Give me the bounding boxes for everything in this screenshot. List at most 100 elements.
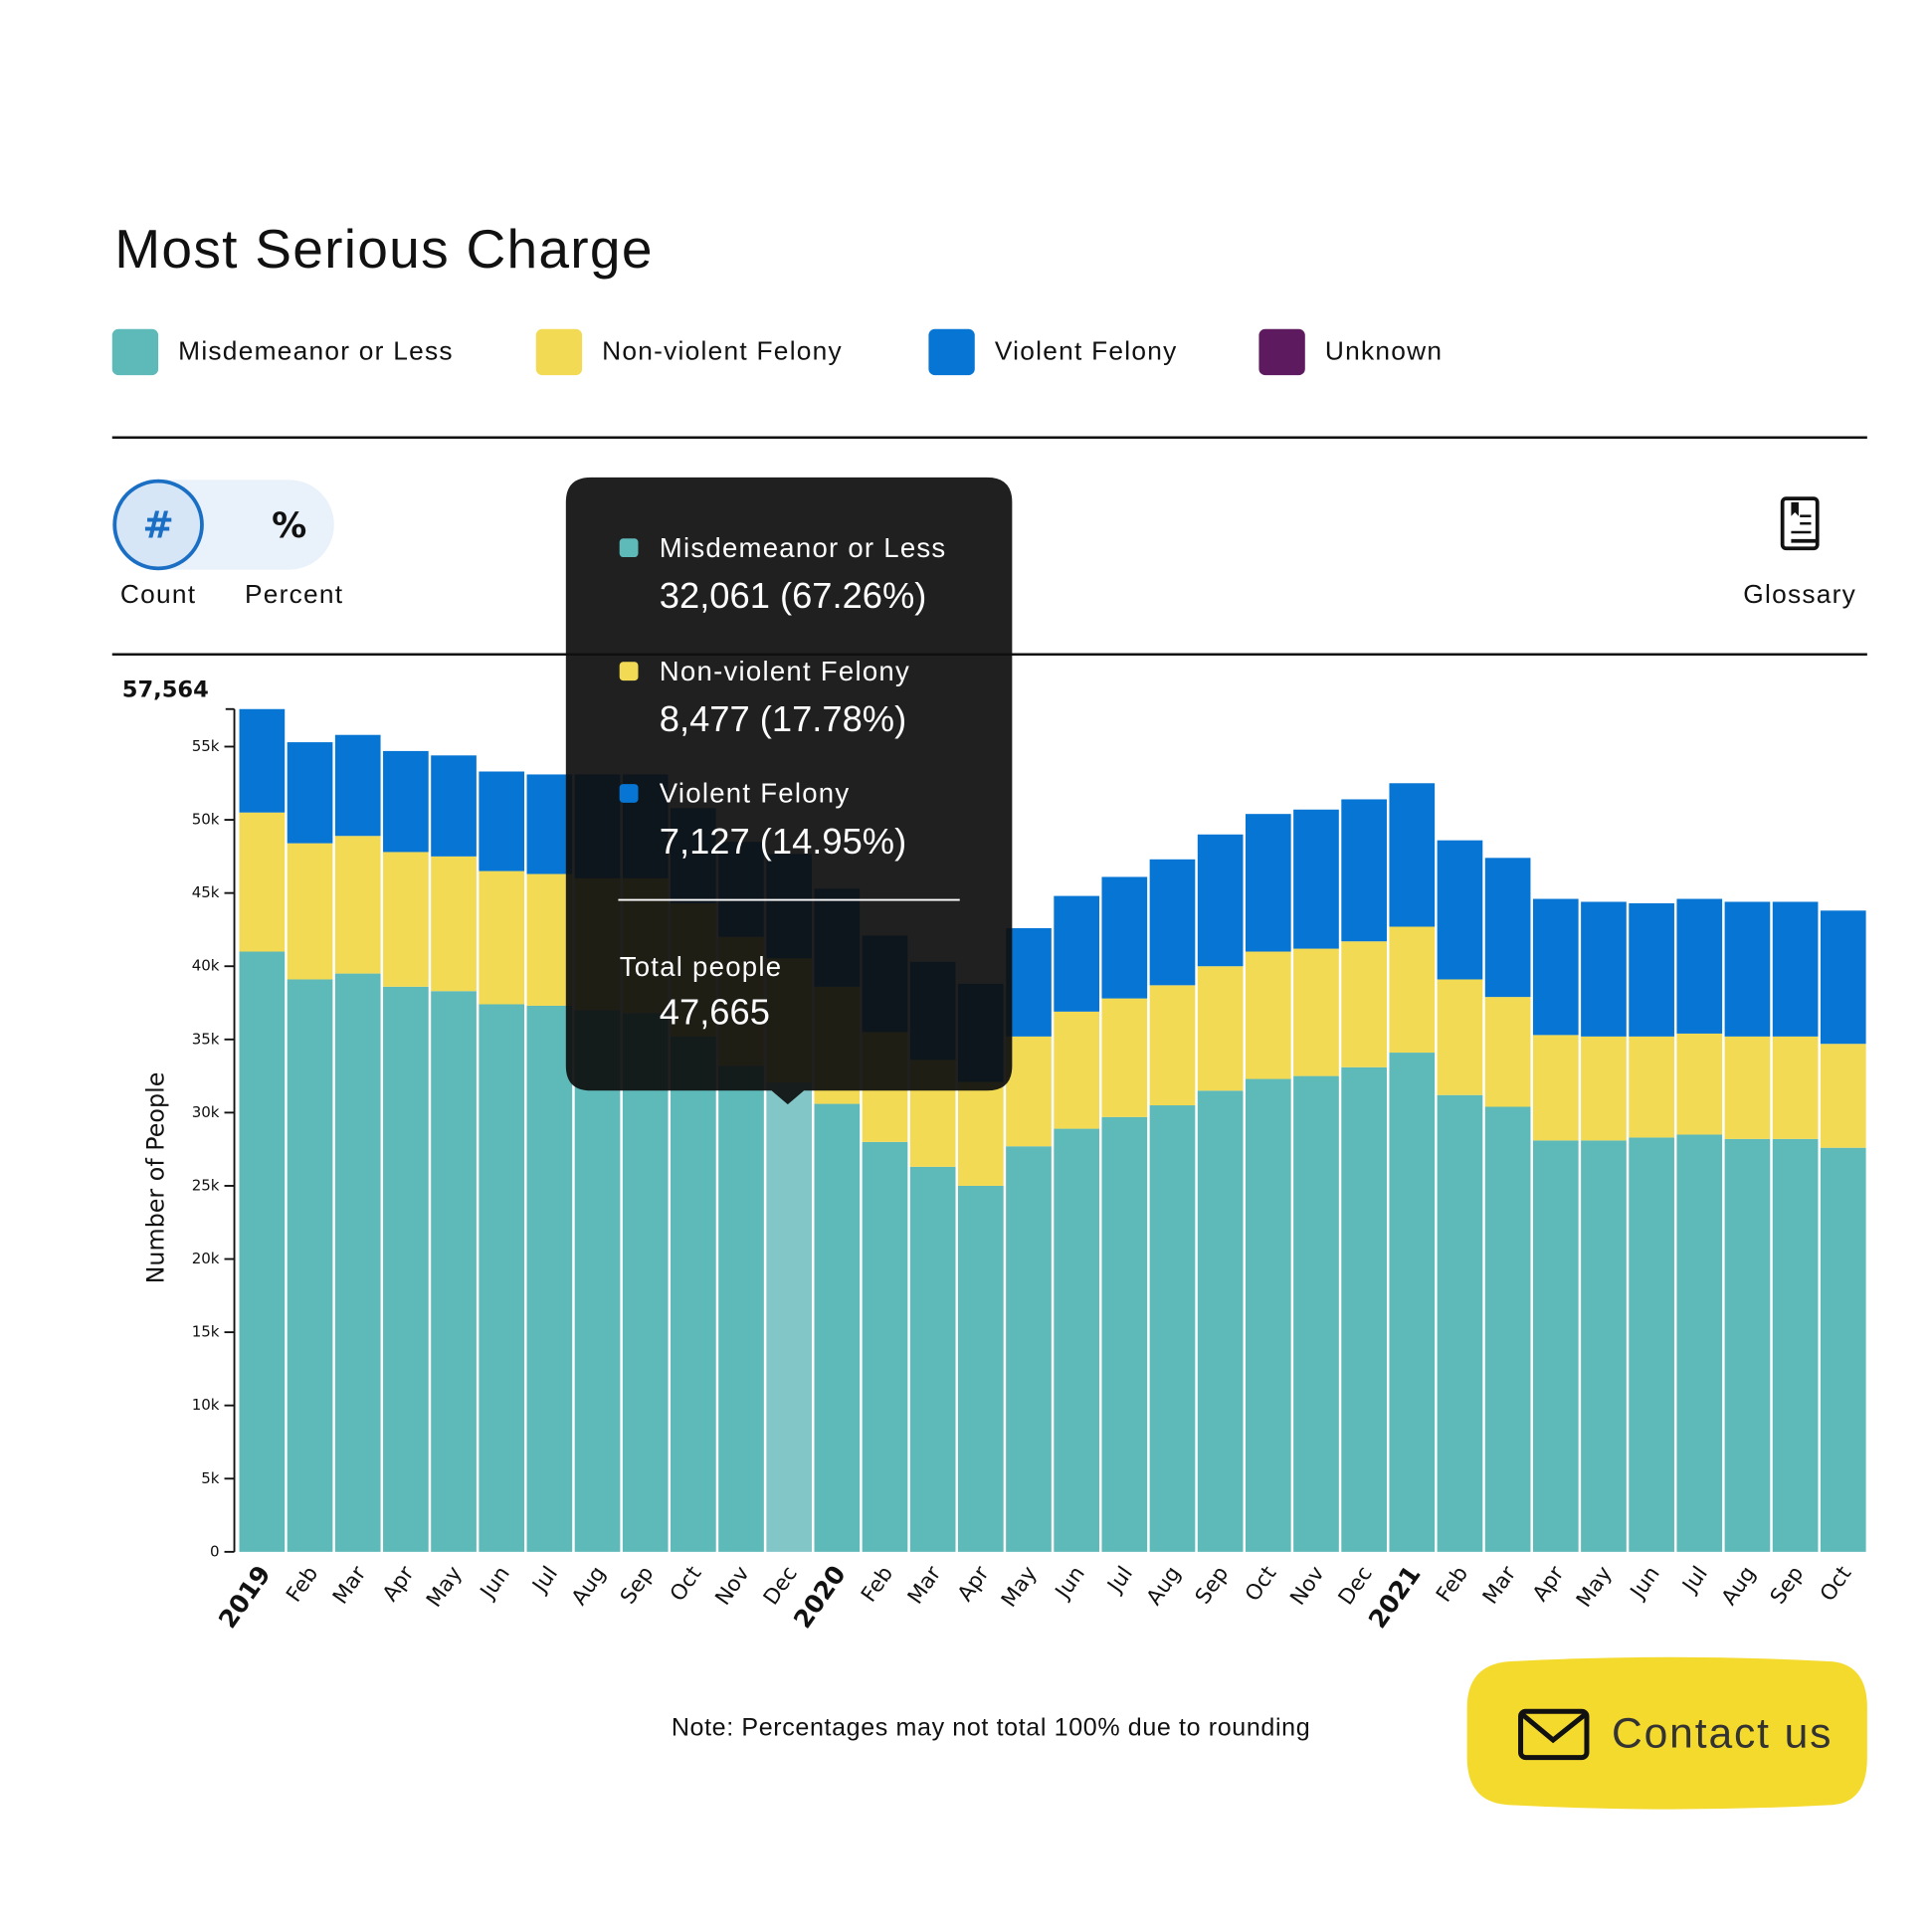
glossary-label[interactable]: Glossary bbox=[1743, 579, 1856, 609]
bar-segment bbox=[1629, 1036, 1674, 1138]
tooltip-series-name: Non-violent Felony bbox=[660, 656, 910, 686]
bar-segment bbox=[1629, 1137, 1674, 1552]
bar-segment bbox=[479, 771, 525, 871]
bar-segment bbox=[1101, 998, 1148, 1117]
bar-segment bbox=[1341, 1066, 1387, 1552]
bar-segment bbox=[287, 742, 333, 844]
bar-segment bbox=[1484, 997, 1531, 1107]
y-tick-label: 0 bbox=[210, 1542, 220, 1560]
bar-segment bbox=[1676, 898, 1723, 1034]
tooltip-value: 7,127 (14.95%) bbox=[660, 821, 906, 862]
plot: 05k10k15k20k25k30k35k40k45k50k55k57,5642… bbox=[122, 676, 1866, 1634]
legend-label: Non-violent Felony bbox=[602, 336, 843, 366]
bar-segment bbox=[479, 1004, 525, 1552]
bar-segment bbox=[1532, 1140, 1579, 1552]
bar-segment bbox=[1389, 926, 1436, 1054]
y-axis-label: Number of People bbox=[141, 1072, 169, 1284]
bar-segment bbox=[1581, 1140, 1627, 1552]
legend-swatch bbox=[928, 328, 975, 376]
mail-icon[interactable] bbox=[1518, 1708, 1590, 1761]
bar-segment bbox=[1437, 1094, 1483, 1552]
y-tick-label: 15k bbox=[192, 1323, 220, 1341]
bar-segment bbox=[958, 1081, 1004, 1186]
y-tick-label: 30k bbox=[192, 1103, 220, 1121]
y-tick-label: 10k bbox=[192, 1396, 220, 1414]
bar-segment bbox=[287, 979, 333, 1552]
bar-segment bbox=[1581, 901, 1627, 1037]
y-max-label: 57,564 bbox=[122, 676, 209, 702]
bar-segment bbox=[1197, 1090, 1244, 1552]
bar-segment bbox=[671, 1036, 716, 1552]
tooltip-total: 47,665 bbox=[660, 991, 770, 1032]
bar-segment bbox=[383, 986, 429, 1552]
contact-label[interactable]: Contact us bbox=[1612, 1710, 1833, 1758]
mail-icon-flap[interactable] bbox=[1521, 1713, 1587, 1744]
bar-segment bbox=[1101, 876, 1148, 999]
bar-segment bbox=[1054, 1011, 1099, 1129]
bar-segment bbox=[1532, 898, 1579, 1036]
tooltip-swatch bbox=[619, 784, 639, 803]
bar-segment bbox=[1149, 859, 1196, 986]
bar-segment bbox=[526, 873, 573, 1006]
y-tick-label: 50k bbox=[192, 811, 220, 829]
bar-segment bbox=[239, 708, 286, 813]
tooltip-swatch bbox=[619, 538, 639, 558]
percent-symbol[interactable]: % bbox=[272, 505, 306, 546]
bar-segment bbox=[1820, 910, 1866, 1045]
tooltip-total-label: Total people bbox=[620, 951, 783, 982]
count-toggle[interactable] bbox=[112, 479, 204, 571]
bar-segment bbox=[1341, 941, 1387, 1067]
bar-segment bbox=[1629, 902, 1674, 1037]
bar-segment bbox=[1437, 840, 1483, 980]
bar-segment bbox=[1772, 1138, 1819, 1552]
y-tick-label: 55k bbox=[192, 737, 220, 755]
bar-segment bbox=[1054, 895, 1099, 1012]
glossary-icon[interactable] bbox=[1780, 496, 1820, 551]
bar-segment bbox=[574, 1010, 621, 1552]
percent-label[interactable]: Percent bbox=[245, 579, 343, 609]
bar-segment bbox=[1245, 1078, 1291, 1552]
bar-segment bbox=[431, 991, 477, 1552]
bar-segment bbox=[1676, 1134, 1723, 1552]
count-symbol[interactable]: # bbox=[142, 502, 174, 546]
bar-segment bbox=[1197, 966, 1244, 1091]
bar-segment bbox=[1054, 1128, 1099, 1552]
bar-segment bbox=[1389, 1053, 1436, 1552]
bar-segment bbox=[1006, 927, 1052, 1037]
bar-segment bbox=[1724, 1138, 1771, 1552]
bar-segment bbox=[239, 951, 286, 1552]
y-tick-label: 5k bbox=[201, 1469, 220, 1487]
bar-segment bbox=[1581, 1036, 1627, 1141]
bar-segment bbox=[1006, 1036, 1052, 1147]
bar-segment bbox=[239, 812, 286, 952]
bar-segment bbox=[1676, 1033, 1723, 1135]
legend-swatch bbox=[535, 328, 583, 376]
bar-segment bbox=[1772, 901, 1819, 1037]
tooltip-swatch bbox=[619, 662, 639, 681]
bar-segment bbox=[1293, 948, 1339, 1076]
bar-segment bbox=[622, 1013, 669, 1552]
bar-segment bbox=[766, 1082, 813, 1552]
bar-segment bbox=[1820, 1147, 1866, 1552]
contact-button[interactable] bbox=[1466, 1656, 1867, 1810]
bar-segment bbox=[1820, 1044, 1866, 1148]
bar-segment bbox=[334, 973, 381, 1552]
count-label[interactable]: Count bbox=[120, 579, 196, 609]
bar-segment bbox=[1006, 1146, 1052, 1552]
bar-segment bbox=[1484, 1106, 1531, 1552]
bar-segment bbox=[383, 852, 429, 987]
y-tick-label: 40k bbox=[192, 957, 220, 975]
bar-segment bbox=[1245, 814, 1291, 952]
y-tick-label: 20k bbox=[192, 1250, 220, 1267]
legend-label: Misdemeanor or Less bbox=[178, 336, 454, 366]
bar-segment bbox=[1772, 1036, 1819, 1139]
y-tick-label: 45k bbox=[192, 883, 220, 901]
bar-segment bbox=[431, 755, 477, 857]
y-tick-label: 25k bbox=[192, 1176, 220, 1194]
bar-segment bbox=[1149, 985, 1196, 1106]
bar-segment bbox=[1149, 1105, 1196, 1552]
tooltip-series-name: Violent Felony bbox=[660, 778, 851, 809]
bar-segment bbox=[334, 734, 381, 837]
bar-segment bbox=[526, 1005, 573, 1552]
